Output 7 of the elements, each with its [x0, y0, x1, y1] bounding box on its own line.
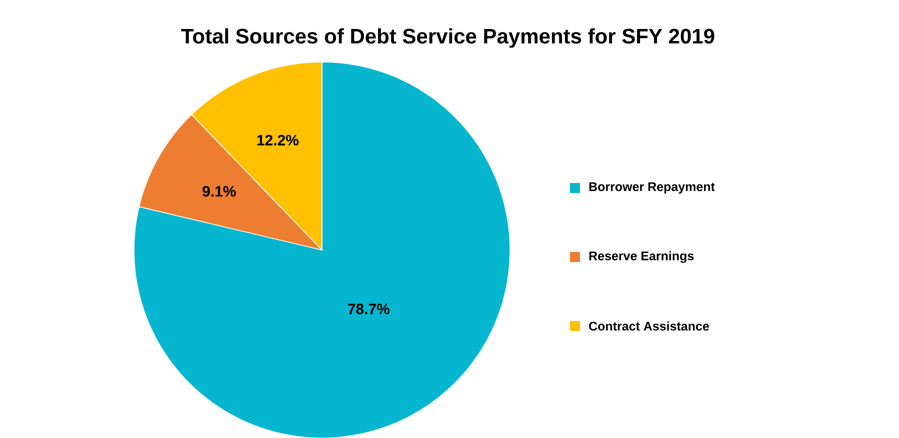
legend-label: Contract Assistance [589, 321, 709, 330]
data-label: 78.7% [348, 303, 390, 314]
chart-title: Total Sources of Debt Service Payments for SFY 2019 [181, 28, 714, 48]
data-label: 12.2% [257, 134, 299, 146]
data-label: 9.1% [202, 186, 236, 196]
legend-label: Reserve Earnings [589, 250, 694, 263]
legend-label: Borrower Repayment [589, 182, 715, 194]
